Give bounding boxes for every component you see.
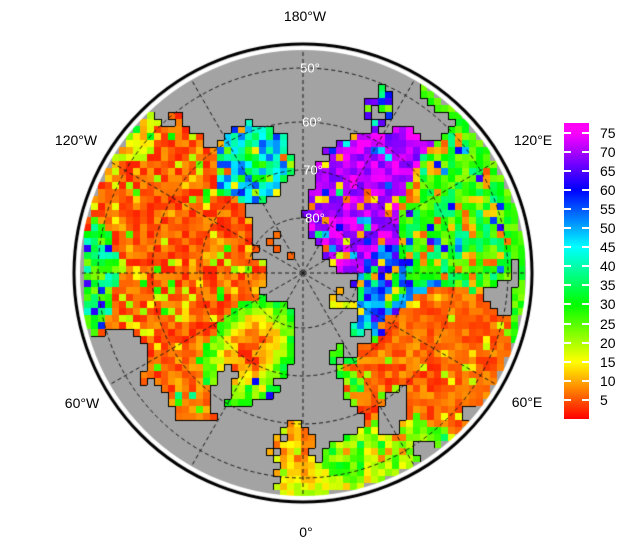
colorbar-tick-label: 10 [600, 372, 616, 389]
colorbar-tick [582, 207, 589, 210]
colorbar-tick [564, 322, 571, 325]
colorbar-tick [582, 398, 589, 401]
colorbar-tick [564, 341, 571, 344]
colorbar-tick [582, 188, 589, 191]
colorbar-tick [564, 379, 571, 382]
colorbar-tick [582, 322, 589, 325]
colorbar-tick-label: 40 [600, 258, 616, 275]
colorbar-tick-label: 55 [600, 200, 616, 217]
colorbar-tick [564, 188, 571, 191]
colorbar-tick-label: 15 [600, 353, 616, 370]
colorbar-tick-label: 65 [600, 162, 616, 179]
colorbar-tick-label: 5 [600, 391, 608, 408]
colorbar-tick [564, 284, 571, 287]
colorbar-tick [582, 169, 589, 172]
lat-label-80: 80° [305, 210, 325, 226]
colorbar-tick [582, 341, 589, 344]
colorbar-tick-label: 25 [600, 315, 616, 332]
colorbar-tick [582, 131, 589, 134]
colorbar-tick [564, 150, 571, 153]
colorbar-gradient [564, 123, 589, 419]
colorbar: 75 70 65 60 55 50 45 40 35 30 25 20 15 10 5 [564, 123, 616, 419]
colorbar-tick-label: 70 [600, 143, 616, 160]
lon-label-120w: 120°W [54, 132, 98, 148]
colorbar-tick [582, 284, 589, 287]
colorbar-tick-label: 75 [600, 124, 616, 141]
lon-label-0: 0° [299, 524, 313, 540]
colorbar-tick [582, 379, 589, 382]
lat-label-50: 50° [300, 60, 320, 76]
lon-label-60w: 60°W [64, 395, 100, 411]
colorbar-tick [582, 246, 589, 249]
colorbar-tick [564, 303, 571, 306]
colorbar-tick [564, 169, 571, 172]
colorbar-tick [564, 360, 571, 363]
colorbar-tick-label: 60 [600, 181, 616, 198]
colorbar-tick-label: 50 [600, 220, 616, 237]
colorbar-tick-label: 30 [600, 296, 616, 313]
colorbar-tick-label: 35 [600, 277, 616, 294]
colorbar-tick [582, 303, 589, 306]
colorbar-tick [582, 265, 589, 268]
lat-label-60: 60° [302, 114, 322, 130]
colorbar-tick [564, 398, 571, 401]
lon-label-180w: 180°W [283, 8, 327, 24]
colorbar-tick [564, 246, 571, 249]
colorbar-tick-label: 20 [600, 334, 616, 351]
colorbar-tick [564, 227, 571, 230]
colorbar-tick [582, 150, 589, 153]
colorbar-tick [582, 227, 589, 230]
lon-label-60e: 60°E [511, 394, 543, 410]
colorbar-tick [564, 131, 571, 134]
lon-label-120e: 120°E [513, 132, 553, 148]
colorbar-tick [582, 360, 589, 363]
colorbar-tick [564, 265, 571, 268]
lat-label-70: 70° [303, 162, 323, 178]
colorbar-tick-label: 45 [600, 239, 616, 256]
colorbar-tick [564, 207, 571, 210]
